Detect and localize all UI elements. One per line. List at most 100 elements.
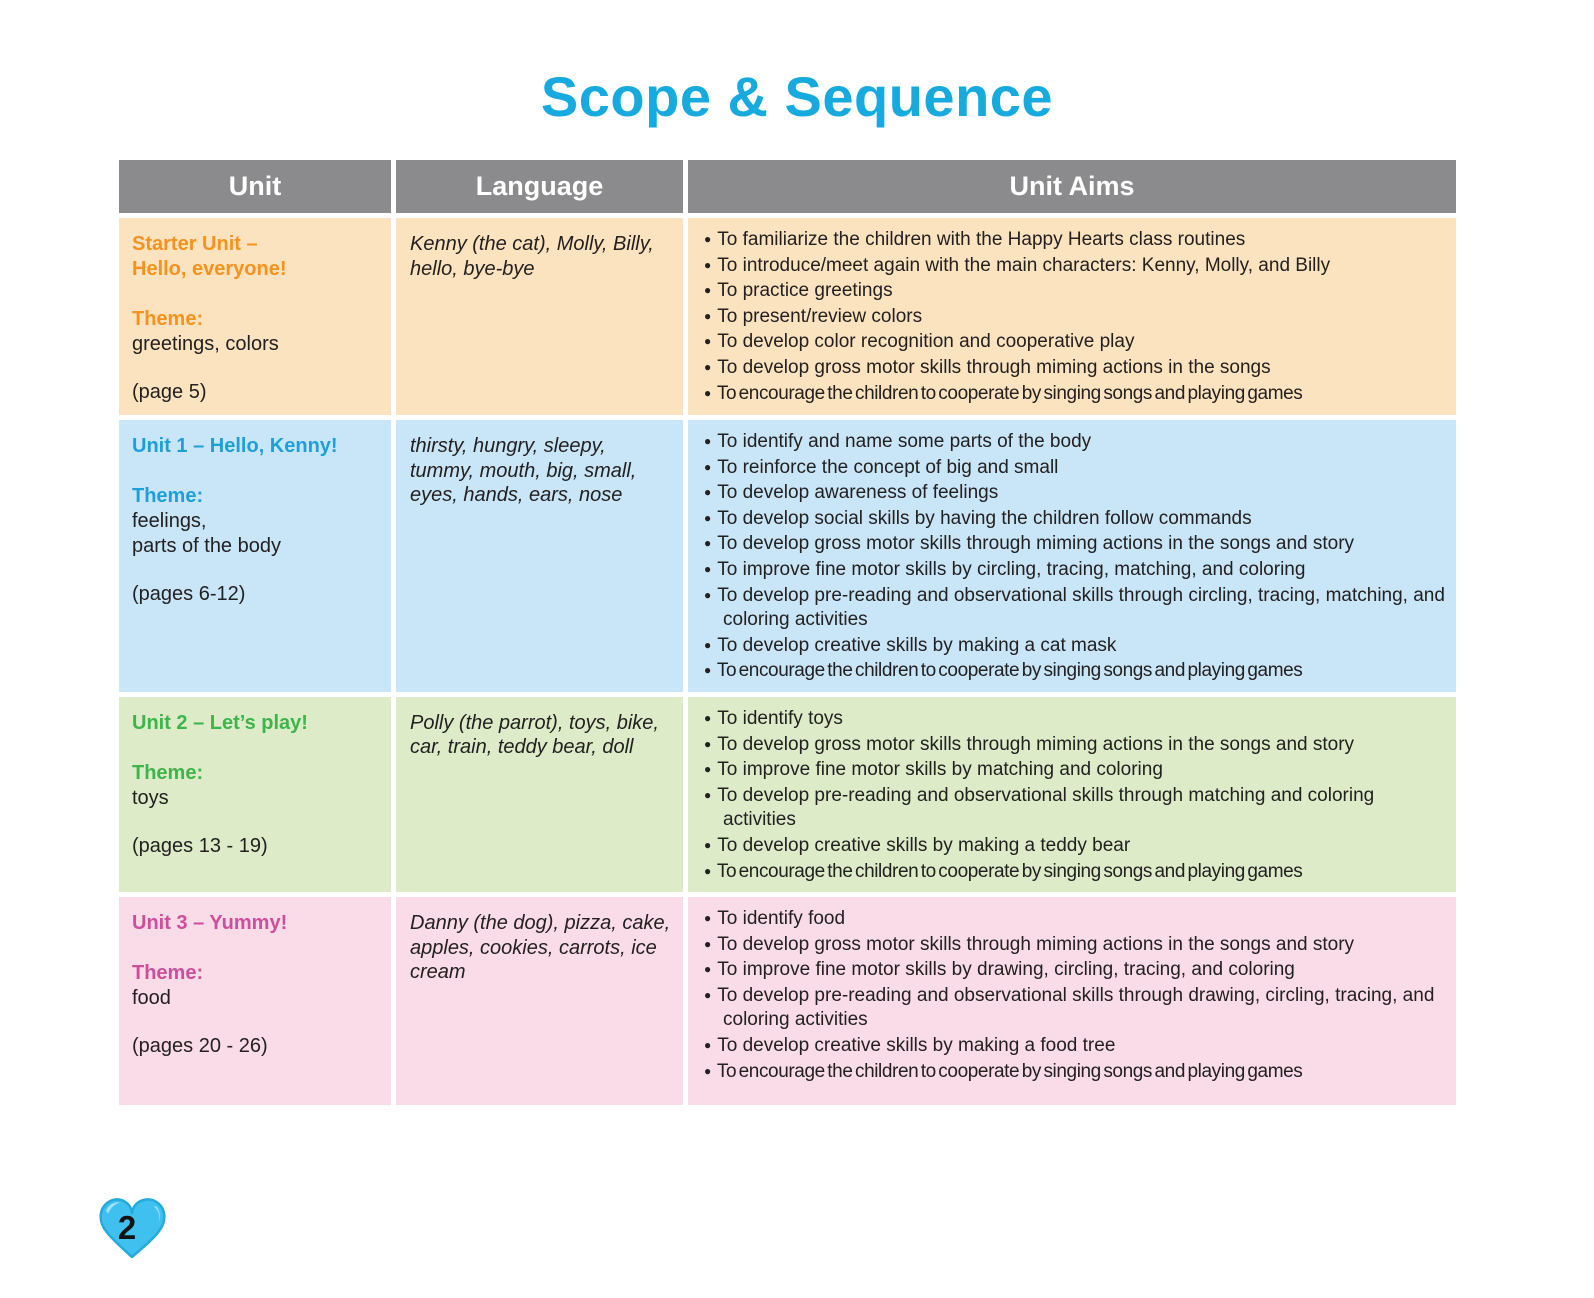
aim-text: To encourage the children to cooperate b… — [716, 382, 1303, 404]
bullet-icon: ● — [704, 1063, 711, 1078]
aim-text: To develop social skills by having the c… — [717, 507, 1252, 529]
aim-text: To introduce/meet again with the main ch… — [717, 254, 1331, 276]
aim-text: To practice greetings — [717, 280, 893, 302]
bullet-icon: ● — [704, 962, 712, 977]
unit-title: Unit 3 – Yummy! — [132, 912, 288, 935]
aim-item: ● To identify food — [704, 906, 1448, 932]
bullet-icon: ● — [704, 736, 712, 751]
theme-text: toys — [132, 786, 169, 809]
aim-item: ● To reinforce the concept of big and sma… — [704, 455, 1448, 481]
theme-text: feelings, parts of the body — [132, 510, 281, 557]
bullet-icon: ● — [704, 459, 712, 474]
theme-label: Theme: — [132, 761, 204, 784]
bullet-icon: ● — [704, 334, 712, 349]
page-range: (pages 13 - 19) — [132, 834, 268, 857]
page-range: (pages 6-12) — [132, 583, 246, 605]
language-cell-unit-1: thirsty, hungry, sleepy, tummy, mouth, b… — [396, 420, 683, 692]
page-number: 2 — [117, 1209, 137, 1246]
language-cell-unit-2: Polly (the parrot), toys, bike, car, tra… — [396, 696, 683, 893]
aim-item: ● To encourage the children to cooperate … — [704, 859, 1448, 885]
bullet-icon: ● — [704, 385, 711, 400]
aim-text: To develop pre-reading and observational… — [717, 784, 1375, 831]
unit-cell-unit-2: Unit 2 – Let’s play! Theme: toys (pages … — [119, 696, 391, 893]
aims-list: ● To identify and name some parts of the … — [704, 429, 1448, 684]
aim-item: ● To practice greetings — [704, 278, 1448, 304]
aim-text: To identify food — [717, 908, 846, 930]
bullet-icon: ● — [704, 710, 712, 725]
unit-title: Unit 1 – Hello, Kenny! — [132, 435, 338, 457]
bullet-icon: ● — [704, 510, 712, 525]
aim-item: ● To develop gross motor skills through m… — [704, 355, 1448, 381]
aim-text: To develop gross motor skills through mi… — [717, 356, 1271, 378]
aims-list: ● To familiarize the children with the Ha… — [704, 227, 1448, 406]
column-header-language: Language — [396, 160, 683, 213]
unit-aims-cell-unit-1: ● To identify and name some parts of the … — [688, 420, 1456, 692]
aim-text: To familiarize the children with the Hap… — [717, 229, 1246, 250]
unit-aims-cell-unit-2: ● To identify toys ● To develop gross motor… — [688, 696, 1456, 893]
bullet-icon: ● — [704, 863, 711, 878]
aim-item: ● To encourage the children to cooperate … — [704, 658, 1448, 684]
bullet-icon: ● — [704, 257, 712, 272]
bullet-icon: ● — [704, 359, 712, 374]
aim-item: ● To develop pre-reading and observationa… — [704, 783, 1448, 833]
scope-sequence-table: Unit Language Unit Aims Starter Unit – H… — [119, 160, 1456, 1106]
bullet-icon: ● — [704, 283, 712, 298]
bullet-icon: ● — [704, 911, 712, 926]
page-range: (pages 20 - 26) — [132, 1035, 268, 1058]
aim-text: To develop creative skills by making a f… — [717, 1035, 1116, 1057]
language-text: Danny (the dog), pizza, cake, apples, co… — [410, 912, 671, 984]
aim-item: ● To familiarize the children with the Ha… — [704, 227, 1448, 253]
bullet-icon: ● — [704, 232, 712, 246]
theme-label: Theme: — [132, 962, 204, 985]
unit-aims-cell-starter-unit: ● To familiarize the children with the Ha… — [688, 218, 1456, 415]
aim-item: ● To develop color recognition and cooper… — [704, 329, 1448, 355]
language-cell-starter-unit: Kenny (the cat), Molly, Billy, hello, by… — [396, 218, 683, 415]
aim-text: To improve fine motor skills by circling… — [717, 558, 1306, 580]
bullet-icon: ● — [704, 308, 712, 323]
aim-item: ● To develop pre-reading and observationa… — [704, 983, 1448, 1033]
aim-text: To identify toys — [717, 707, 843, 729]
bullet-icon: ● — [704, 434, 712, 448]
bullet-icon: ● — [704, 987, 712, 1002]
aims-list: ● To identify toys ● To develop gross motor… — [704, 706, 1448, 884]
aim-item: ● To identify toys — [704, 706, 1448, 732]
bullet-icon: ● — [704, 762, 712, 777]
aim-item: ● To develop gross motor skills through m… — [704, 932, 1448, 958]
aim-text: To develop gross motor skills through mi… — [717, 933, 1355, 955]
aim-item: ● To develop creative skills by making a … — [704, 833, 1448, 859]
unit-title: Unit 2 – Let’s play! — [132, 711, 308, 734]
aim-item: ● To develop pre-reading and observationa… — [704, 583, 1448, 633]
aim-text: To develop awareness of feelings — [717, 482, 999, 504]
aim-text: To improve fine motor skills by drawing,… — [717, 959, 1295, 981]
aim-item: ● To develop gross motor skills through m… — [704, 732, 1448, 758]
aim-item: ● To develop awareness of feelings — [704, 480, 1448, 506]
aim-item: ● To develop social skills by having the … — [704, 506, 1448, 532]
aim-item: ● To identify and name some parts of the … — [704, 429, 1448, 455]
language-text: Polly (the parrot), toys, bike, car, tra… — [410, 711, 659, 759]
unit-cell-unit-1: Unit 1 – Hello, Kenny! Theme: feelings, … — [119, 420, 391, 692]
language-cell-unit-3: Danny (the dog), pizza, cake, apples, co… — [396, 897, 683, 1106]
bullet-icon: ● — [704, 485, 712, 500]
aim-item: ● To improve fine motor skills by drawing… — [704, 957, 1448, 983]
aim-item: ● To encourage the children to cooperate … — [704, 381, 1448, 407]
aim-text: To develop gross motor skills through mi… — [717, 733, 1355, 755]
bullet-icon: ● — [704, 787, 712, 802]
aim-item: ● To improve fine motor skills by circlin… — [704, 557, 1448, 583]
aim-text: To encourage the children to cooperate b… — [716, 1060, 1303, 1082]
theme-label: Theme: — [132, 485, 204, 507]
aim-text: To develop pre-reading and observational… — [717, 584, 1445, 631]
unit-title: Starter Unit – Hello, everyone! — [132, 233, 287, 280]
unit-cell-starter-unit: Starter Unit – Hello, everyone! Theme: g… — [119, 218, 391, 415]
bullet-icon: ● — [704, 536, 712, 551]
aim-text: To develop pre-reading and observational… — [717, 984, 1435, 1031]
aim-item: ● To improve fine motor skills by matchin… — [704, 757, 1448, 783]
aim-item: ● To present/review colors — [704, 304, 1448, 330]
page-number-badge: 2 — [94, 1194, 170, 1266]
aim-text: To develop creative skills by making a t… — [717, 834, 1131, 856]
column-header-unit-aims: Unit Aims — [688, 160, 1456, 213]
aims-list: ● To identify food ● To develop gross motor… — [704, 906, 1448, 1084]
aim-item: ● To develop creative skills by making a … — [704, 1033, 1448, 1059]
bullet-icon: ● — [704, 561, 712, 576]
bullet-icon: ● — [704, 837, 712, 852]
